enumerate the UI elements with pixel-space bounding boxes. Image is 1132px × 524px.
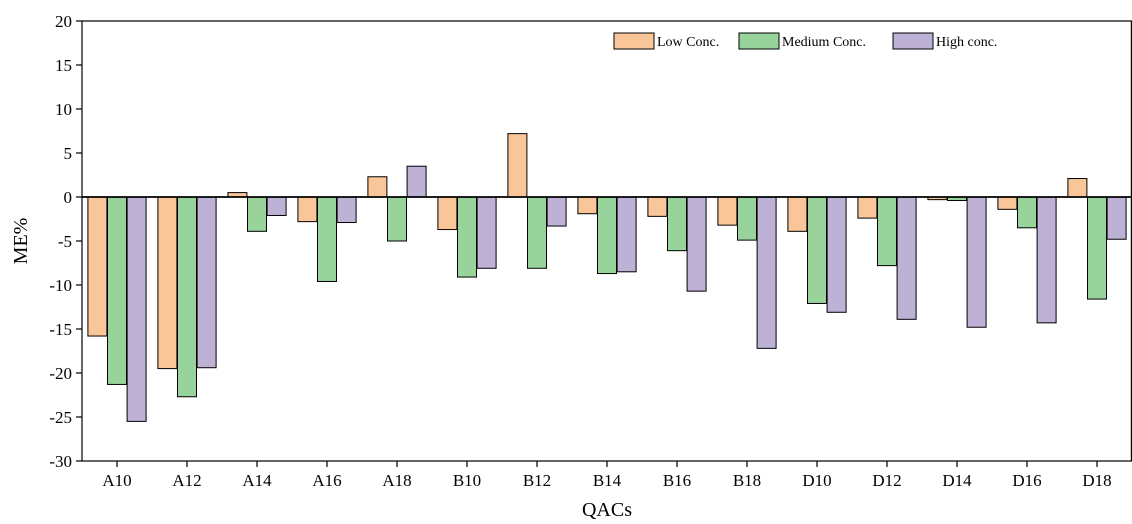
bar — [317, 196, 337, 282]
x-tick-label: B10 — [453, 471, 481, 490]
bar — [1017, 196, 1037, 229]
legend-swatch — [738, 32, 780, 50]
bar — [297, 196, 318, 223]
bar — [247, 196, 267, 232]
y-tick-label: 20 — [55, 12, 72, 31]
bar — [107, 196, 127, 385]
legend-label: High conc. — [936, 35, 997, 50]
x-tick-label: B14 — [593, 471, 622, 490]
bar — [476, 196, 497, 269]
bar — [457, 196, 477, 278]
bar — [157, 196, 178, 370]
y-tick-label: -15 — [49, 320, 72, 339]
bar — [667, 196, 687, 252]
x-tick-label: D14 — [942, 471, 972, 490]
bar — [877, 196, 897, 267]
bar — [966, 196, 987, 328]
y-tick-label: -30 — [49, 452, 72, 471]
bar — [826, 196, 847, 313]
bar — [577, 196, 598, 215]
bar — [1036, 196, 1057, 324]
legend-swatch — [892, 32, 934, 50]
x-tick-label: D12 — [872, 471, 901, 490]
x-axis: A10 A12 A14 A16 A18 B10 B12 B14 B16 B18 D10 D12 D14 D… — [102, 461, 1112, 490]
x-tick-label: D10 — [802, 471, 831, 490]
bar — [997, 196, 1018, 210]
y-tick-label: 15 — [55, 56, 72, 75]
bar — [597, 196, 617, 275]
y-tick-label: 10 — [55, 100, 72, 119]
x-tick-label: B16 — [663, 471, 691, 490]
bar — [616, 196, 637, 273]
bar — [1087, 196, 1107, 300]
legend: Low Conc. Medium Conc. High conc. — [613, 32, 997, 50]
bar — [387, 196, 407, 242]
bar — [367, 176, 388, 198]
x-tick-label: B18 — [733, 471, 761, 490]
x-tick-label: D16 — [1012, 471, 1041, 490]
bar — [406, 165, 427, 198]
legend-label: Medium Conc. — [782, 35, 866, 50]
x-axis-label: QACs — [582, 499, 632, 521]
bar — [756, 196, 777, 349]
bar — [647, 196, 668, 217]
bar — [1067, 178, 1088, 198]
bar — [807, 196, 827, 304]
x-tick-label: A18 — [382, 471, 411, 490]
bar — [196, 196, 217, 369]
x-tick-label: A10 — [102, 471, 131, 490]
bar — [177, 196, 197, 398]
bar — [857, 196, 878, 219]
x-tick-label: B12 — [523, 471, 551, 490]
bar — [126, 196, 147, 422]
x-tick-label: A12 — [172, 471, 201, 490]
bar — [737, 196, 757, 241]
bar — [686, 196, 707, 292]
bars-layer — [87, 133, 1127, 422]
y-tick-label: -20 — [49, 364, 72, 383]
bar — [507, 133, 528, 198]
legend-label: Low Conc. — [657, 35, 719, 50]
y-tick-label: -10 — [49, 276, 72, 295]
y-tick-label: 0 — [64, 188, 73, 207]
bar — [896, 196, 917, 320]
bar — [336, 196, 357, 224]
bar — [787, 196, 808, 232]
bar — [87, 196, 108, 337]
y-tick-label: 5 — [64, 144, 73, 163]
y-tick-label: -5 — [58, 232, 72, 251]
bar — [437, 196, 458, 231]
y-tick-label: -25 — [49, 408, 72, 427]
bar — [527, 196, 547, 269]
bar — [1106, 196, 1127, 240]
x-tick-label: A16 — [312, 471, 341, 490]
x-tick-label: D18 — [1082, 471, 1111, 490]
legend-swatch — [613, 32, 655, 50]
bar — [266, 196, 287, 216]
y-axis-label: ME% — [10, 218, 32, 265]
y-axis: 20 15 10 5 0 -5 -10 -15 -20 -25 -30 — [49, 12, 82, 471]
x-tick-label: A14 — [242, 471, 272, 490]
bar — [546, 196, 567, 227]
bar — [717, 196, 738, 226]
